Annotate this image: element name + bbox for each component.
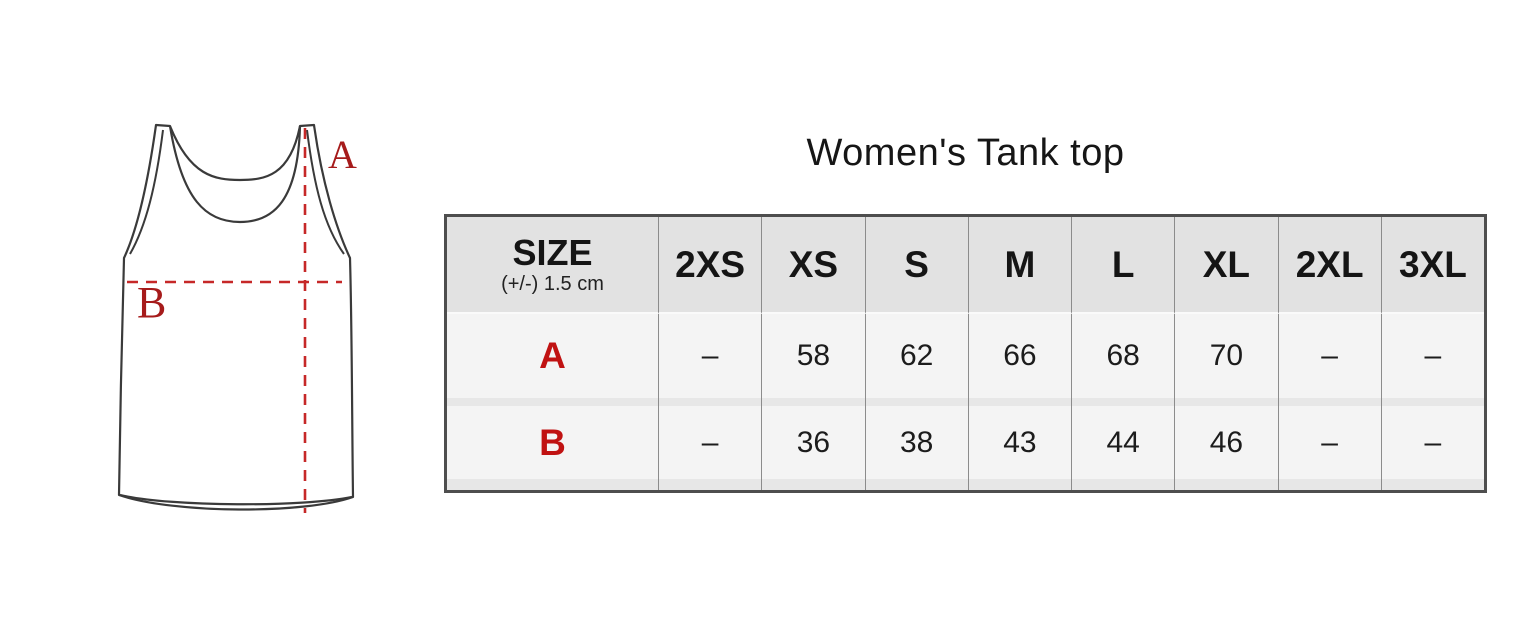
measurement-cell: – bbox=[1380, 314, 1484, 398]
measurement-cell: 43 bbox=[967, 406, 1071, 479]
header-cell-xs: XS bbox=[761, 217, 865, 314]
row-divider bbox=[1277, 398, 1381, 406]
table-bottom-strip bbox=[1380, 479, 1484, 490]
row-divider bbox=[1380, 398, 1484, 406]
measurement-cell: 44 bbox=[1071, 406, 1175, 479]
header-cell-xl: XL bbox=[1174, 217, 1278, 314]
header-cell-l: L bbox=[1071, 217, 1175, 314]
row-divider bbox=[967, 398, 1071, 406]
measurement-cell: 38 bbox=[864, 406, 968, 479]
table-bottom-strip bbox=[1071, 479, 1175, 490]
table-bottom-strip bbox=[761, 479, 865, 490]
armhole-trim-left bbox=[129, 129, 164, 255]
row-label-a: A bbox=[447, 314, 658, 398]
measurement-cell: – bbox=[658, 314, 762, 398]
tank-top-outline bbox=[117, 123, 355, 511]
measurement-cell: – bbox=[1277, 406, 1381, 479]
measurement-cell: 58 bbox=[761, 314, 865, 398]
diagram-label-b: B bbox=[137, 278, 166, 327]
header-cell-m: M bbox=[967, 217, 1071, 314]
measurement-cell: 66 bbox=[967, 314, 1071, 398]
row-divider bbox=[761, 398, 865, 406]
measurement-cell: 62 bbox=[864, 314, 968, 398]
size-header-label: SIZE bbox=[512, 232, 593, 273]
row-divider bbox=[1071, 398, 1175, 406]
tank-top-diagram: A B bbox=[117, 123, 357, 513]
table-bottom-strip bbox=[1174, 479, 1278, 490]
header-cell-s: S bbox=[864, 217, 968, 314]
measurement-cell: 70 bbox=[1174, 314, 1278, 398]
header-cell-size: SIZE (+/-) 1.5 cm bbox=[447, 217, 658, 314]
row-divider bbox=[1174, 398, 1278, 406]
header-cell-3xl: 3XL bbox=[1380, 217, 1484, 314]
table-bottom-strip bbox=[658, 479, 762, 490]
measurement-cell: – bbox=[658, 406, 762, 479]
chart-title: Women's Tank top bbox=[806, 132, 1125, 174]
row-divider bbox=[447, 398, 658, 406]
neckline-trim bbox=[168, 125, 302, 224]
size-tolerance-label: (+/-) 1.5 cm bbox=[501, 273, 604, 295]
size-table: SIZE (+/-) 1.5 cm 2XS XS S M L XL 2XL 3X… bbox=[444, 214, 1487, 493]
table-bottom-strip bbox=[864, 479, 968, 490]
row-divider bbox=[658, 398, 762, 406]
header-cell-2xl: 2XL bbox=[1277, 217, 1381, 314]
measurement-cell: – bbox=[1277, 314, 1381, 398]
hem-line bbox=[119, 493, 353, 506]
table-bottom-strip bbox=[447, 479, 658, 490]
table-bottom-strip bbox=[967, 479, 1071, 490]
table-bottom-strip bbox=[1277, 479, 1381, 490]
diagram-label-a: A bbox=[328, 132, 357, 177]
measurement-cell: 36 bbox=[761, 406, 865, 479]
armhole-trim-right bbox=[306, 129, 345, 255]
row-label-b: B bbox=[447, 406, 658, 479]
measurement-cell: 46 bbox=[1174, 406, 1278, 479]
row-divider bbox=[864, 398, 968, 406]
measurement-cell: – bbox=[1380, 406, 1484, 479]
measurement-cell: 68 bbox=[1071, 314, 1175, 398]
header-cell-2xs: 2XS bbox=[658, 217, 762, 314]
